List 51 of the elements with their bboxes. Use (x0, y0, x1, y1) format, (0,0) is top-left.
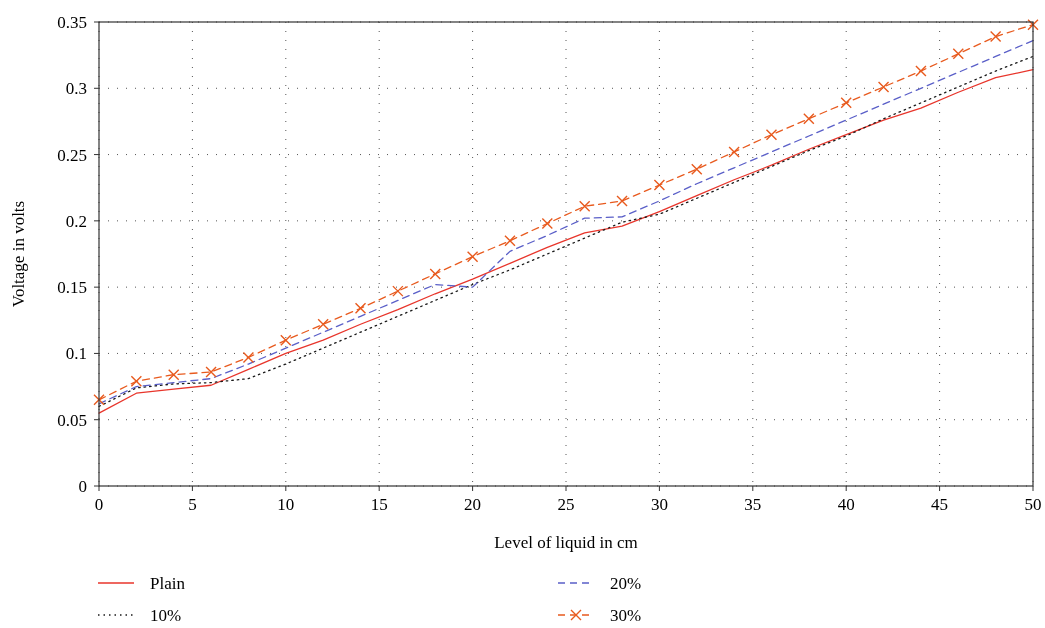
point (130, 375, 143, 387)
point (691, 163, 703, 175)
x-tick-label: 5 (188, 495, 197, 514)
x-tick-label: 10 (277, 495, 295, 514)
x-tick-label: 15 (370, 495, 388, 514)
point (168, 368, 180, 381)
point (915, 65, 927, 77)
y-tick-label: 0.35 (57, 12, 87, 32)
point (354, 302, 367, 315)
y-tick-label: 0 (78, 476, 87, 496)
x-tick-label: 30 (650, 495, 668, 514)
x-tick-label: 45 (931, 495, 949, 514)
y-tick-label: 0.3 (65, 79, 87, 99)
x-axis-title: Level of liquid in cm (494, 533, 638, 552)
legend-label: 30% (610, 605, 642, 625)
point (392, 285, 404, 297)
point (803, 113, 815, 125)
point (504, 235, 516, 247)
point (205, 366, 217, 378)
point (242, 351, 255, 364)
x-tick-label: 35 (744, 495, 762, 514)
point (541, 217, 554, 230)
legend-label: 20% (610, 573, 642, 593)
point (989, 30, 1002, 43)
point (616, 195, 628, 207)
point (466, 250, 479, 263)
x-tick-label: 40 (837, 495, 855, 514)
y-axis-title: Voltage in volts (9, 200, 28, 308)
y-tick-label: 0.15 (57, 278, 87, 298)
point (280, 334, 292, 346)
point (728, 146, 740, 158)
point (317, 318, 329, 330)
point (952, 48, 964, 60)
x-tick-label: 25 (557, 495, 575, 514)
legend-label: 10% (150, 605, 182, 625)
point (93, 394, 105, 406)
x-tick-label: 0 (94, 495, 104, 514)
point (1027, 18, 1039, 31)
point (840, 97, 852, 109)
y-tick-label: 0.1 (65, 344, 87, 364)
x-tick-label: 50 (1024, 495, 1042, 514)
y-tick-label: 0.2 (65, 211, 87, 231)
legend-label: Plain (150, 573, 186, 593)
point (429, 268, 441, 280)
y-tick-label: 0.25 (57, 145, 87, 165)
y-tick-label: 0.05 (57, 410, 87, 430)
point (765, 128, 778, 141)
point (877, 81, 890, 93)
point (653, 179, 666, 191)
point (578, 200, 591, 212)
x-tick-label: 20 (464, 495, 482, 514)
